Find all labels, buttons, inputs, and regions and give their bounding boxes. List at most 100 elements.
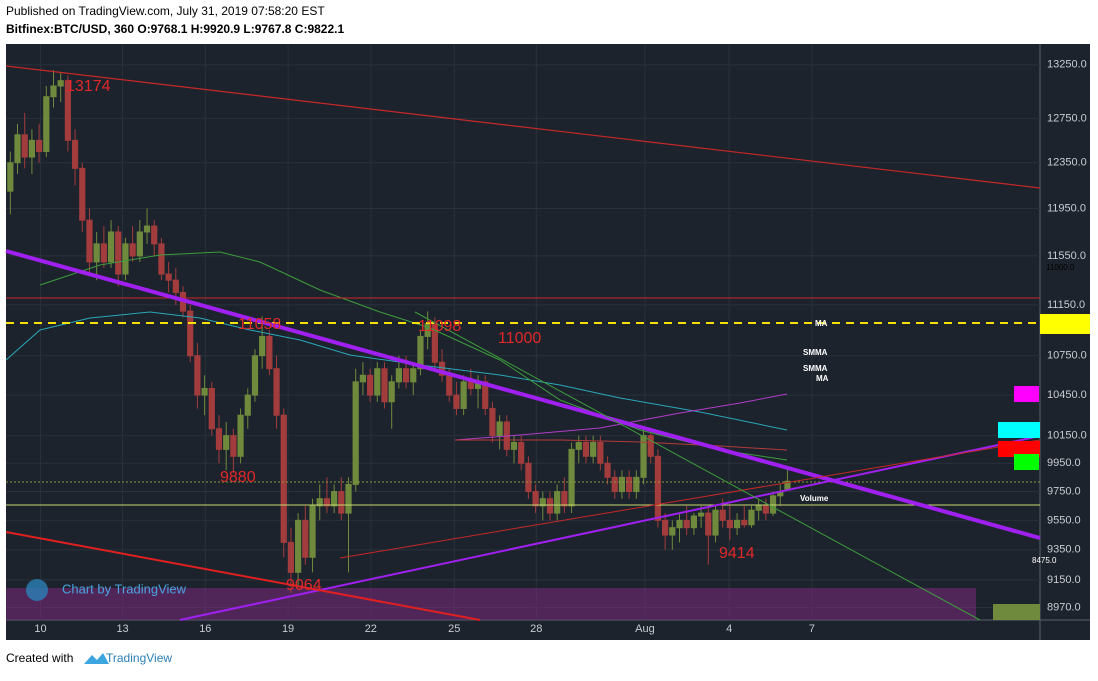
axis-note: 8475.0: [1032, 556, 1057, 565]
candle-body: [784, 480, 791, 490]
footer-brand[interactable]: TradingView: [106, 651, 172, 665]
candle-body: [518, 441, 525, 464]
footer-created: Created with: [6, 651, 73, 665]
candle-body: [705, 512, 712, 536]
candle-body: [43, 96, 50, 152]
candle-body: [510, 441, 518, 450]
y-tick-label: 9350.0: [1047, 544, 1081, 556]
candle-body: [604, 462, 611, 478]
candle-body: [201, 387, 208, 396]
candle-body: [64, 80, 71, 141]
candle-body: [611, 476, 618, 493]
price-annotation: 11058: [238, 316, 281, 333]
candle-body: [733, 519, 741, 529]
ma-line: [5, 311, 788, 431]
y-tick-label: 9550.0: [1047, 514, 1081, 526]
candle-body: [590, 441, 597, 457]
candle-body: [302, 519, 309, 558]
candle-body: [194, 355, 201, 396]
candle-body: [395, 368, 402, 383]
candle-body: [35, 139, 43, 152]
candle-body: [345, 483, 352, 514]
candle-body: [741, 519, 748, 526]
candle-body: [446, 374, 453, 396]
candle-body: [100, 243, 107, 263]
ma-line-2: [455, 439, 788, 451]
y-tick-label: 11150.0: [1047, 299, 1085, 311]
price-annotation: 9414: [719, 545, 755, 562]
x-tick-label: 28: [530, 623, 542, 635]
candle-body: [359, 374, 366, 383]
candle-body: [460, 381, 467, 409]
trend-line: [5, 65, 1041, 189]
candle-body: [223, 435, 230, 450]
candle-body: [93, 243, 100, 263]
candle-body: [338, 491, 345, 514]
indicator-label: Volume: [800, 494, 829, 503]
candle-body: [532, 491, 539, 507]
x-tick-label: Aug: [635, 623, 655, 635]
y-tick-label: 9950.0: [1047, 457, 1081, 469]
candle-body: [21, 134, 28, 158]
x-tick-label: 19: [282, 623, 294, 635]
smma-tag-2: [998, 422, 1040, 438]
candle-body: [151, 225, 158, 245]
x-tick-label: 13: [116, 623, 128, 635]
candle-body: [280, 414, 287, 543]
candle-body: [719, 509, 726, 521]
volume-profile: [6, 588, 976, 620]
candle-body: [273, 368, 280, 416]
candle-body: [230, 435, 237, 457]
x-tick-label: 7: [809, 623, 815, 635]
candle-body: [417, 335, 424, 370]
candle-body: [618, 476, 626, 493]
candle-body: [597, 441, 604, 464]
candle-body: [208, 387, 215, 430]
y-tick-label: 10750.0: [1047, 350, 1087, 362]
indicator-label: MA: [816, 374, 829, 383]
indicator-label: SMMA: [803, 348, 828, 357]
candle-body: [496, 421, 503, 437]
channel-line: [339, 439, 1041, 559]
price-annotation: 9880: [220, 469, 256, 486]
ma-tag-2: [998, 441, 1040, 457]
candle-body: [366, 374, 374, 396]
candle-body: [107, 231, 115, 263]
candle-body: [582, 441, 590, 457]
candle-body: [640, 435, 647, 478]
y-tick-label: 10450.0: [1047, 389, 1087, 401]
axis-note: 11000.0: [1046, 263, 1075, 272]
volume-marker: [993, 604, 1040, 620]
candle-body: [554, 491, 561, 514]
smma-line: [39, 251, 788, 461]
watermark: Chart by TradingView: [26, 579, 187, 601]
x-tick-label: 16: [199, 623, 211, 635]
candle-body: [402, 368, 410, 383]
candle-body: [28, 139, 36, 158]
candle-body: [136, 231, 143, 257]
candle-body: [626, 476, 633, 493]
y-tick-label: 10150.0: [1047, 430, 1087, 442]
logo-icon: [26, 579, 48, 601]
smma-tag: [1014, 386, 1039, 402]
y-tick-label: 11950.0: [1047, 202, 1086, 214]
candle-body: [388, 381, 395, 403]
y-tick-label: 12350.0: [1047, 157, 1087, 169]
candle-body: [71, 139, 79, 169]
x-tick-label: 4: [726, 623, 732, 635]
candle-body: [172, 279, 179, 293]
candle-body: [129, 243, 136, 257]
smma-line-2: [454, 393, 788, 441]
candle-body: [467, 381, 474, 389]
x-tick-label: 10: [34, 623, 46, 635]
candle-body: [143, 225, 151, 233]
y-tick-label: 8970.0: [1047, 601, 1081, 613]
candle-body: [381, 368, 388, 403]
candle-body: [251, 355, 259, 396]
price-annotation: 11000: [498, 330, 541, 347]
candle-body: [50, 85, 57, 98]
candle-body: [769, 495, 777, 514]
y-tick-label: 9750.0: [1047, 485, 1081, 497]
candle-body: [525, 462, 532, 493]
